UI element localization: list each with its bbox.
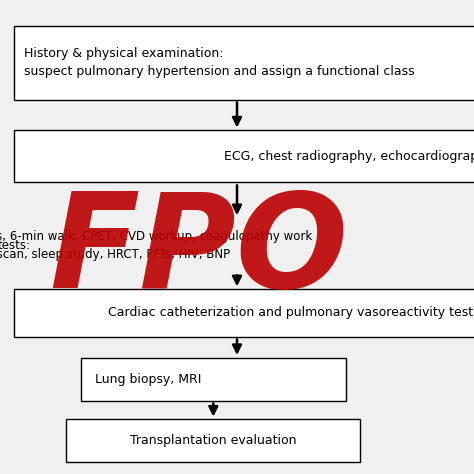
FancyBboxPatch shape bbox=[66, 419, 360, 462]
FancyBboxPatch shape bbox=[14, 26, 474, 100]
Text: ECG, chest radiography, echocardiography: ECG, chest radiography, echocardiography bbox=[224, 150, 474, 163]
FancyBboxPatch shape bbox=[81, 358, 346, 401]
Text: Cardiac catheterization and pulmonary vasoreactivity testing: Cardiac catheterization and pulmonary va… bbox=[109, 306, 474, 319]
Text: Lung biopsy, MRI: Lung biopsy, MRI bbox=[95, 373, 201, 386]
Text: Transplantation evaluation: Transplantation evaluation bbox=[130, 434, 297, 447]
FancyBboxPatch shape bbox=[14, 289, 474, 337]
Text: History & physical examination:
suspect pulmonary hypertension and assign a func: History & physical examination: suspect … bbox=[24, 47, 414, 78]
Text: tests:: tests: bbox=[0, 239, 31, 252]
FancyBboxPatch shape bbox=[14, 130, 474, 182]
Text: FPO: FPO bbox=[49, 188, 349, 315]
Text: ests:   PFTs, 6-min walk, CPET, CVD workup, coagulopathy work
         V/Q scan,: ests: PFTs, 6-min walk, CPET, CVD workup… bbox=[0, 230, 313, 261]
